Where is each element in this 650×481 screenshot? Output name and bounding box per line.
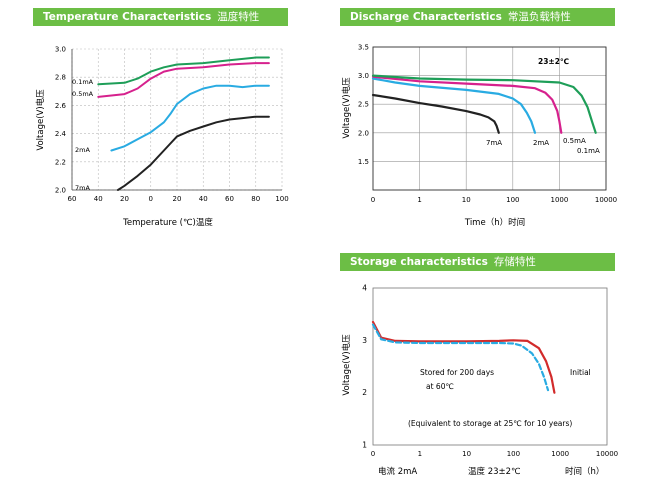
discharge-temp-annotation: 23±2℃: [538, 57, 569, 66]
discharge-x-tick: 1000: [550, 196, 568, 204]
storage-ylabel: Voltage(V)电压: [341, 334, 352, 396]
storage-title-cn: 存储特性: [493, 256, 536, 268]
storage-y-tick: 3: [362, 336, 367, 345]
discharge-frame: [372, 46, 607, 191]
storage-series-line: [371, 320, 556, 394]
discharge-header: Discharge Characteristics 常温负载特性: [340, 8, 615, 26]
discharge-y-tick: 3.0: [358, 72, 369, 80]
discharge-label-05ma: 0.5mA: [563, 137, 586, 145]
discharge-x-tick: 100: [506, 196, 519, 204]
storage-at60-annotation: at 60℃: [426, 382, 454, 391]
storage-temp-label: 温度 23±2℃: [468, 466, 521, 477]
discharge-y-tick: 2.5: [358, 101, 369, 109]
discharge-y-tick: 3.5: [358, 44, 369, 52]
temperature-series: [97, 56, 270, 191]
storage-y-tick: 4: [362, 284, 367, 293]
discharge-grid: [372, 46, 607, 191]
temperature-y-tick: 3.0: [55, 46, 66, 54]
temperature-series-line: [110, 84, 270, 152]
storage-title-en: Storage characteristics: [350, 256, 488, 268]
temperature-y-tick: 2.2: [55, 158, 66, 166]
temperature-label-2ma: 2mA: [75, 146, 90, 154]
storage-x-tick: 10: [462, 450, 471, 458]
temperature-x-tick: 60: [68, 195, 77, 203]
discharge-label-7ma: 7mA: [486, 139, 502, 147]
temperature-series-line: [116, 115, 270, 191]
temperature-xlabel: Temperature (℃)温度: [122, 217, 213, 228]
temperature-y-tick: 2.4: [55, 130, 67, 138]
discharge-xlabel: Time（h）时间: [464, 217, 525, 228]
temperature-x-tick: 40: [94, 195, 103, 203]
temperature-x-tick: 80: [251, 195, 260, 203]
discharge-title-cn: 常温负载特性: [507, 11, 571, 23]
discharge-series: [371, 74, 597, 134]
temperature-x-tick: 20: [173, 195, 182, 203]
storage-x-tick: 0: [371, 450, 375, 458]
discharge-x-tick: 1: [417, 196, 421, 204]
storage-equiv-annotation: (Equivalent to storage at 25℃ for 10 yea…: [408, 419, 572, 428]
storage-y-tick: 1: [362, 441, 367, 450]
temperature-label-01ma: 0.1mA: [72, 78, 94, 86]
discharge-y-tick: 1.5: [358, 158, 369, 166]
discharge-y-tick: 2.0: [358, 129, 369, 137]
discharge-x-tick: 10: [462, 196, 471, 204]
storage-initial-annotation: Initial: [570, 368, 591, 377]
discharge-title-en: Discharge Characteristics: [350, 11, 502, 23]
discharge-x-tick: 0: [371, 196, 375, 204]
temperature-label-7ma: 7mA: [75, 184, 90, 192]
discharge-ticks: 0 1 10 100 1000 10000 3.5 3.0 2.5 2.0 1.5: [358, 44, 617, 205]
temperature-header: Temperature Characteristics 温度特性: [33, 8, 288, 26]
discharge-chart: 0 1 10 100 1000 10000 3.5 3.0 2.5 2.0 1.5 23±2℃ 7m…: [341, 44, 617, 229]
discharge-series-line: [371, 93, 500, 134]
temperature-ticks: 60 40 20 0 20 40 60 80 100 3.0 2.8 2.6 2.4 2.2 2.0: [55, 46, 289, 204]
storage-stored-annotation: Stored for 200 days: [420, 368, 494, 377]
temperature-title-en: Temperature Characteristics: [43, 11, 212, 23]
discharge-series-line: [371, 77, 537, 134]
temperature-y-tick: 2.6: [55, 102, 67, 110]
storage-series: [371, 320, 556, 394]
temperature-x-tick: 60: [225, 195, 234, 203]
discharge-series-line: [371, 75, 563, 134]
temperature-chart: 60 40 20 0 20 40 60 80 100 3.0 2.8 2.6 2.4 2.2 2.0 0.1…: [35, 46, 289, 229]
temperature-grid: [71, 48, 283, 191]
storage-x-tick: 10000: [596, 450, 618, 458]
temperature-x-tick: 0: [149, 195, 153, 203]
temperature-y-tick: 2.0: [55, 187, 66, 195]
discharge-series-line: [371, 74, 597, 134]
storage-header: Storage characteristics 存储特性: [340, 253, 615, 271]
storage-x-tick: 1: [418, 450, 422, 458]
storage-x-tick: 100: [507, 450, 520, 458]
storage-current-label: 电流 2mA: [378, 466, 417, 477]
storage-y-tick: 2: [362, 388, 367, 397]
temperature-x-tick: 100: [275, 195, 288, 203]
discharge-label-2ma: 2mA: [533, 139, 549, 147]
storage-x-tick: 1000: [551, 450, 569, 458]
discharge-x-tick: 10000: [595, 196, 617, 204]
temperature-ylabel: Voltage(V)电压: [35, 89, 46, 151]
temperature-series-line: [97, 62, 270, 98]
storage-frame: [372, 287, 608, 446]
discharge-ylabel: Voltage(V)电压: [341, 77, 352, 139]
temperature-series-line: [97, 56, 270, 86]
storage-series-line: [371, 323, 550, 392]
discharge-label-01ma: 0.1mA: [577, 147, 600, 155]
temperature-label-05ma: 0.5mA: [72, 90, 94, 98]
temperature-y-tick: 2.8: [55, 74, 66, 82]
temperature-title-cn: 温度特性: [217, 11, 260, 23]
temperature-x-tick: 20: [120, 195, 129, 203]
storage-time-label: 时间（h）: [565, 466, 604, 477]
storage-grid: [372, 287, 608, 446]
temperature-x-tick: 40: [199, 195, 208, 203]
